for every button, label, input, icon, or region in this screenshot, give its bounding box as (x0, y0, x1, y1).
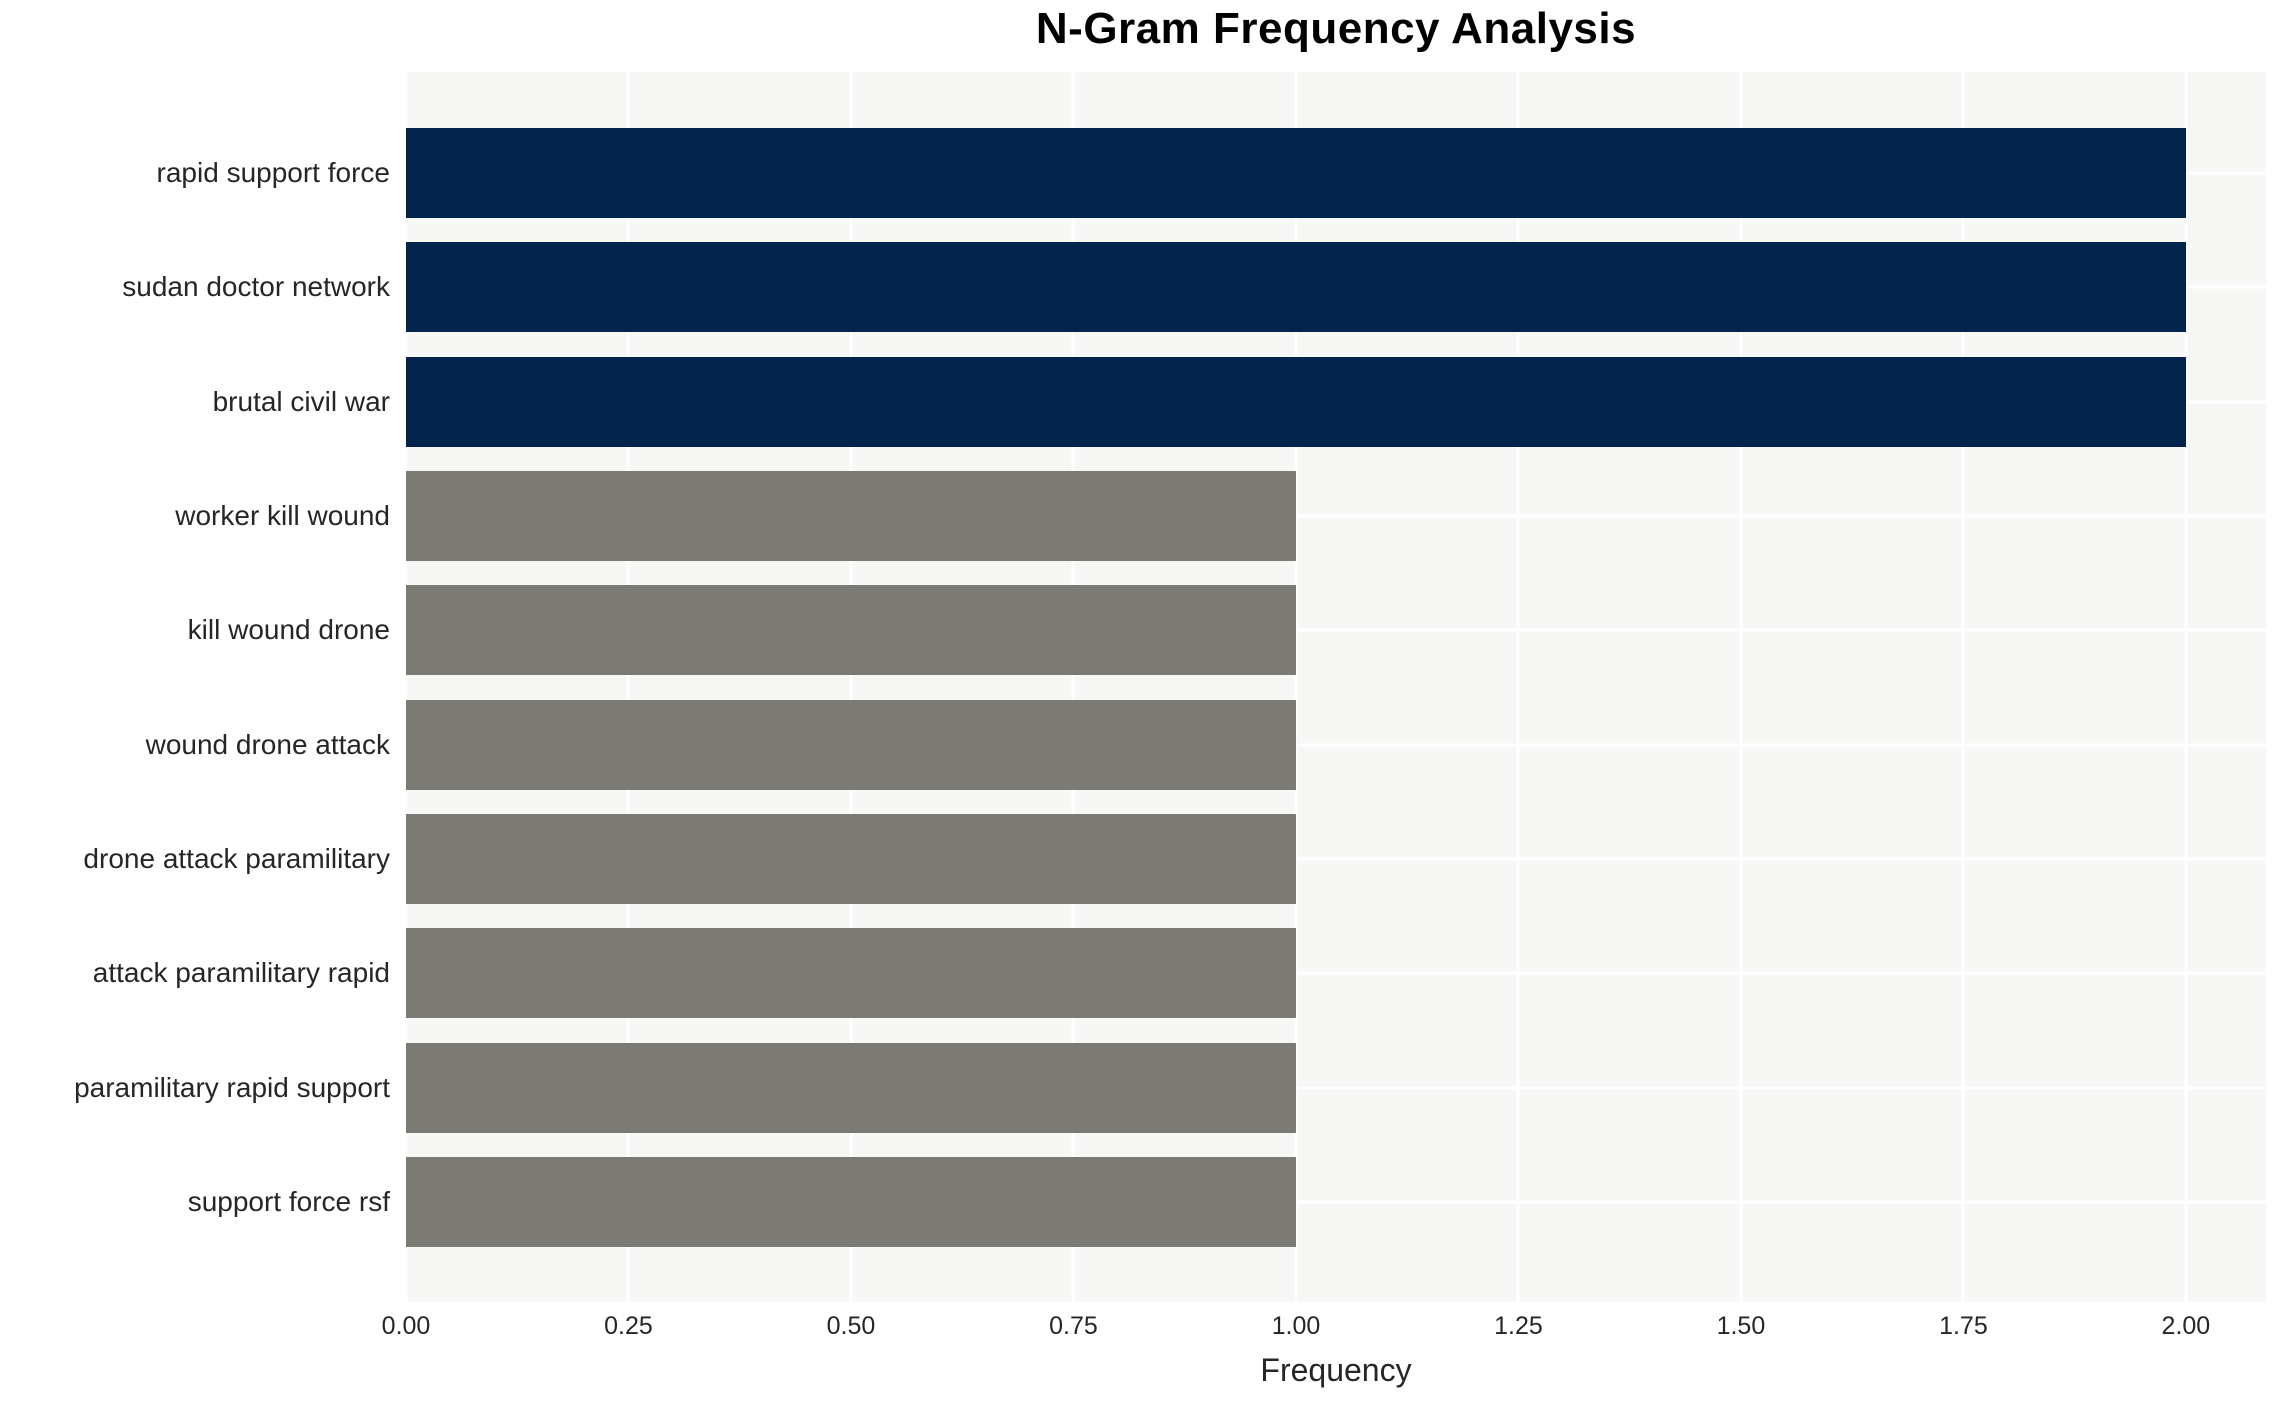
x-tick-label: 1.75 (1939, 1312, 1988, 1340)
chart-title: N-Gram Frequency Analysis (1035, 4, 1637, 53)
frequency-bar (406, 813, 1296, 904)
x-tick-label: 2.00 (2161, 1312, 2211, 1340)
vertical-gridline (849, 72, 853, 1302)
x-axis-label: Frequency (1260, 1352, 1412, 1388)
x-tick-label: 0.50 (826, 1312, 876, 1340)
frequency-bar (406, 699, 1296, 790)
vertical-gridline (2184, 72, 2188, 1302)
frequency-bar (406, 471, 1296, 562)
bar-row: support force rsf (188, 1145, 2266, 1259)
x-tick-label: 1.25 (1494, 1312, 1543, 1340)
frequency-bar (406, 356, 2186, 447)
plot-area: rapid support force sudan doctor network b… (74, 72, 2266, 1302)
bar-row: drone attack paramilitary (83, 802, 2266, 916)
bar-row: attack paramilitary rapid (93, 916, 2266, 1030)
category-label: drone attack paramilitary (83, 842, 390, 874)
horizontal-gridline (406, 857, 2266, 861)
vertical-gridline (1071, 72, 1075, 1302)
category-label: worker kill wound (175, 500, 390, 532)
category-label: paramilitary rapid support (74, 1071, 390, 1103)
bar-row: brutal civil war (213, 345, 2266, 459)
x-axis-ticks: 0.00 0.25 0.50 0.75 1.00 1.25 1.50 1.75 2.00 (382, 1312, 2266, 1344)
frequency-bar (406, 242, 2186, 333)
bar-row: sudan doctor network (122, 230, 2266, 344)
bar-row: paramilitary rapid support (74, 1030, 2266, 1144)
category-label: sudan doctor network (122, 271, 390, 303)
bar-row: wound drone attack (146, 687, 2266, 801)
bar-rows: rapid support force sudan doctor network b… (74, 116, 2266, 1259)
horizontal-gridline (406, 743, 2266, 747)
category-label: brutal civil war (212, 385, 390, 417)
frequency-bar (406, 1156, 1296, 1247)
vertical-gridline (1961, 72, 1965, 1302)
vertical-gridline (404, 72, 408, 1302)
x-tick-label: 0.75 (1049, 1312, 1098, 1340)
horizontal-gridline (406, 628, 2266, 632)
frequency-bar (406, 1042, 1296, 1133)
horizontal-gridline (406, 1200, 2266, 1204)
category-label: support force rsf (187, 1185, 390, 1217)
horizontal-gridline (406, 514, 2266, 518)
bar-row: rapid support force (157, 116, 2266, 230)
category-label: attack paramilitary rapid (92, 957, 390, 989)
x-tick-label: 1.50 (1716, 1312, 1766, 1340)
category-label: rapid support force (156, 157, 390, 189)
horizontal-gridline (406, 1086, 2266, 1090)
vertical-gridline (1516, 72, 1520, 1302)
category-label: wound drone attack (145, 728, 390, 760)
frequency-bar (406, 585, 1296, 676)
frequency-bar (406, 128, 2186, 219)
bar-row: kill wound drone (188, 573, 2266, 687)
category-label: kill wound drone (187, 614, 390, 646)
bar-row: worker kill wound (175, 459, 2266, 573)
frequency-bar (406, 928, 1296, 1019)
horizontal-gridline (406, 971, 2266, 975)
vertical-gridline (1294, 72, 1298, 1302)
x-tick-label: 1.00 (1271, 1312, 1321, 1340)
vertical-gridline (626, 72, 630, 1302)
vertical-gridline (1739, 72, 1743, 1302)
x-tick-label: 0.00 (381, 1312, 431, 1340)
x-tick-label: 0.25 (604, 1312, 653, 1340)
